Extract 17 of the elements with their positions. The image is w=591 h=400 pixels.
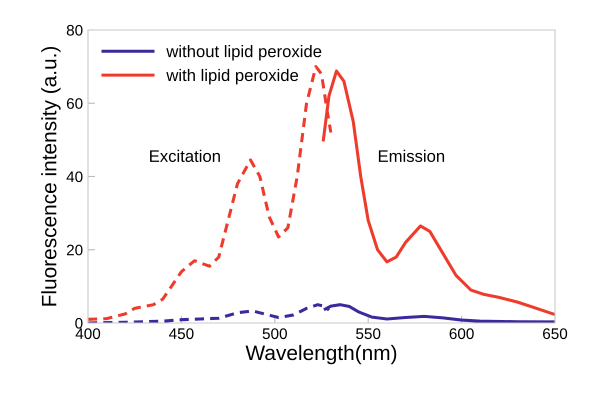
y-tick-label: 40 [66, 171, 83, 182]
x-tick-label: 450 [169, 328, 194, 340]
x-tick-label: 650 [543, 328, 568, 340]
x-axis-title: Wavelength(nm) [246, 344, 396, 364]
x-tick-label: 600 [450, 328, 474, 340]
y-tick-label: 80 [66, 24, 83, 36]
y-tick-label: 0 [75, 318, 83, 329]
legend-label: without lipid peroxide [166, 45, 322, 61]
x-tick-label: 400 [76, 328, 100, 340]
legend-label: with lipid peroxide [166, 68, 298, 84]
y-tick-label: 60 [66, 98, 83, 109]
annotation: Emission [378, 150, 444, 162]
x-tick-label: 500 [262, 328, 287, 340]
annotation: Excitation [150, 150, 220, 162]
y-axis-title: Fluorescence intensity (a.u.) [41, 46, 61, 306]
x-tick-label: 550 [356, 328, 380, 340]
y-tick-label: 20 [66, 244, 83, 256]
